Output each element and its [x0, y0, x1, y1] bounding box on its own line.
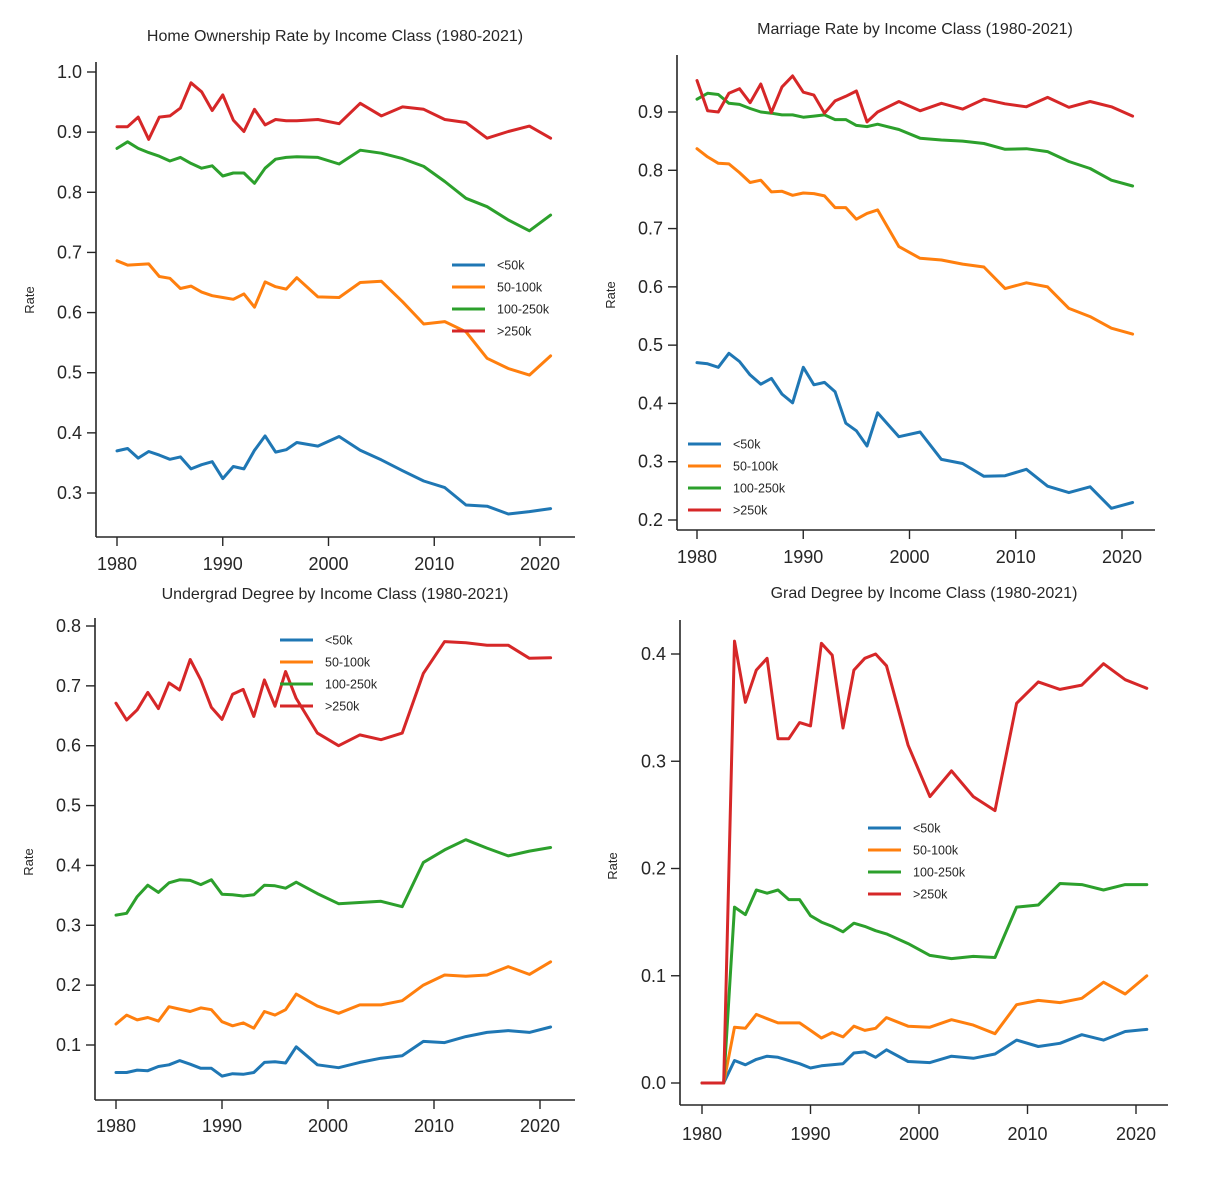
series-line--50k — [700, 1027, 1149, 1085]
legend: <50k 50-100k 100-250k >250k — [280, 634, 378, 714]
y-tick-label: 0.3 — [638, 452, 663, 472]
y-tick-label: 0.8 — [638, 160, 663, 180]
y-tick-label: 0.6 — [638, 277, 663, 297]
legend-label: 50-100k — [325, 656, 371, 670]
y-tick-label: 0.4 — [638, 393, 663, 413]
y-tick-label: 0.5 — [56, 796, 81, 816]
x-tick-label: 2020 — [1116, 1124, 1156, 1144]
subplot-1: Home Ownership Rate by Income Class (198… — [22, 28, 575, 574]
x-tick-label: 2020 — [520, 554, 560, 574]
y-tick-label: 0.5 — [57, 363, 82, 383]
chart-title: Undergrad Degree by Income Class (1980-2… — [162, 586, 509, 603]
x-tick-label: 1980 — [97, 554, 137, 574]
series-line-100-250k — [114, 838, 553, 917]
y-tick-label: 0.3 — [56, 915, 81, 935]
y-tick-label: 0.4 — [57, 423, 82, 443]
subplot-4: Grad Degree by Income Class (1980-2021) R… — [605, 585, 1168, 1144]
legend-label: 100-250k — [913, 866, 966, 880]
series-line-50-100k — [115, 259, 553, 377]
y-tick-label: 0.3 — [641, 751, 666, 771]
x-tick-label: 2010 — [996, 547, 1036, 567]
subplot-3: Undergrad Degree by Income Class (1980-2… — [21, 586, 575, 1136]
x-tick-label: 1990 — [203, 554, 243, 574]
x-tick-label: 1990 — [790, 1124, 830, 1144]
x-tick-label: 2010 — [1007, 1124, 1047, 1144]
legend-label: 100-250k — [733, 482, 786, 496]
chart-title: Grad Degree by Income Class (1980-2021) — [771, 585, 1078, 602]
x-tick-label: 1990 — [783, 547, 823, 567]
y-tick-label: 0.2 — [56, 975, 81, 995]
series-line--50k — [695, 351, 1135, 510]
y-tick-label: 1.0 — [57, 62, 82, 82]
y-tick-label: 0.1 — [641, 966, 666, 986]
y-tick-label: 0.6 — [57, 303, 82, 323]
series-line-50-100k — [114, 960, 553, 1030]
x-tick-label: 1980 — [96, 1116, 136, 1136]
y-tick-label: 0.4 — [56, 855, 81, 875]
x-tick-label: 2000 — [308, 554, 348, 574]
series-line--250k — [695, 74, 1135, 124]
y-tick-label: 0.2 — [638, 510, 663, 530]
legend-label: >250k — [325, 700, 360, 714]
legend-label: >250k — [913, 888, 948, 902]
series-line-50-100k — [695, 147, 1135, 336]
series-line-50-100k — [700, 974, 1149, 1085]
y-tick-label: 0.5 — [638, 335, 663, 355]
y-tick-label: 0.3 — [57, 483, 82, 503]
legend: <50k 50-100k 100-250k >250k — [868, 822, 966, 902]
y-axis-label: Rate — [603, 281, 618, 308]
y-tick-label: 0.1 — [56, 1035, 81, 1055]
x-tick-label: 2020 — [1102, 547, 1142, 567]
chart-title: Home Ownership Rate by Income Class (198… — [147, 28, 523, 45]
y-tick-label: 0.9 — [638, 102, 663, 122]
y-tick-label: 0.7 — [56, 676, 81, 696]
x-tick-label: 1980 — [682, 1124, 722, 1144]
subplot-2: Marriage Rate by Income Class (1980-2021… — [603, 21, 1155, 567]
legend-label: <50k — [497, 259, 525, 273]
legend-label: 100-250k — [325, 678, 378, 692]
series-line-100-250k — [115, 140, 553, 233]
y-tick-label: 0.9 — [57, 122, 82, 142]
y-tick-label: 0.8 — [56, 616, 81, 636]
x-tick-label: 2010 — [414, 554, 454, 574]
x-tick-label: 2000 — [889, 547, 929, 567]
legend-label: >250k — [733, 504, 768, 518]
y-axis-label: Rate — [21, 848, 36, 875]
series-line--250k — [700, 639, 1149, 1085]
y-tick-label: 0.7 — [57, 242, 82, 262]
x-tick-label: 2000 — [899, 1124, 939, 1144]
legend: <50k 50-100k 100-250k >250k — [688, 438, 786, 518]
y-tick-label: 0.6 — [56, 736, 81, 756]
y-tick-label: 0.0 — [641, 1073, 666, 1093]
series-line-100-250k — [695, 91, 1135, 188]
y-axis-label: Rate — [22, 286, 37, 313]
legend-label: <50k — [913, 822, 941, 836]
x-tick-label: 2010 — [414, 1116, 454, 1136]
legend-label: 100-250k — [497, 303, 550, 317]
legend-label: 50-100k — [913, 844, 959, 858]
x-tick-label: 1990 — [202, 1116, 242, 1136]
legend: <50k 50-100k 100-250k >250k — [452, 259, 550, 339]
chart-title: Marriage Rate by Income Class (1980-2021… — [757, 21, 1073, 38]
series-line--250k — [115, 81, 553, 141]
y-axis-label: Rate — [605, 852, 620, 879]
x-tick-label: 2000 — [308, 1116, 348, 1136]
y-tick-label: 0.8 — [57, 182, 82, 202]
x-tick-label: 2020 — [520, 1116, 560, 1136]
legend-label: <50k — [325, 634, 353, 648]
series-line--50k — [114, 1025, 553, 1078]
y-tick-label: 0.4 — [641, 644, 666, 664]
legend-label: 50-100k — [497, 281, 543, 295]
series-line-100-250k — [700, 882, 1149, 1085]
y-tick-label: 0.7 — [638, 219, 663, 239]
series-line--50k — [115, 434, 553, 516]
legend-label: <50k — [733, 438, 761, 452]
x-tick-label: 1980 — [677, 547, 717, 567]
legend-label: 50-100k — [733, 460, 779, 474]
y-tick-label: 0.2 — [641, 859, 666, 879]
legend-label: >250k — [497, 325, 532, 339]
series-line--250k — [114, 640, 553, 748]
